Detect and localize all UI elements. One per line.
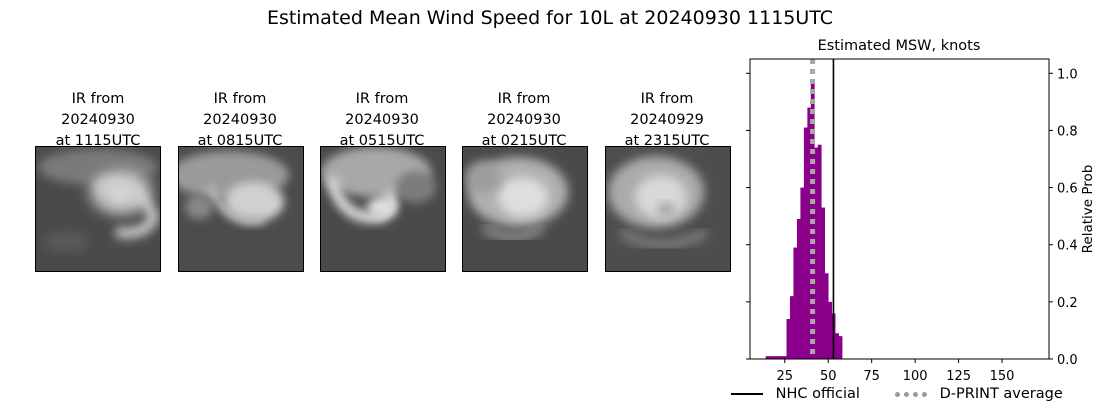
histogram-bar — [789, 296, 794, 359]
ir-panel-2-line1: IR from — [213, 91, 267, 107]
histogram-bar — [786, 319, 791, 359]
x-tick-label: 75 — [863, 369, 880, 384]
legend-nhc-official: NHC official — [731, 386, 860, 402]
x-tick-label: 25 — [776, 369, 793, 384]
histogram-bar — [807, 107, 812, 359]
x-tick-label: 150 — [990, 369, 1015, 384]
chart-title: Estimated MSW, knots — [818, 38, 981, 54]
histogram-bar — [779, 356, 784, 359]
nhc-line-swatch — [731, 393, 763, 395]
histogram-bar — [769, 356, 773, 359]
histogram-bar — [803, 127, 808, 359]
x-tick-label: 125 — [946, 369, 971, 384]
ir-image-3 — [320, 146, 446, 272]
histogram-bar — [776, 356, 780, 359]
dprint-line-swatch — [895, 391, 927, 397]
ir-panel-4-line2: 20240930 — [487, 112, 561, 128]
ir-panel-2-line2: 20240930 — [203, 112, 277, 128]
histogram-bar — [814, 147, 819, 359]
ir-panel-1-line3: at 1115UTC — [55, 133, 141, 149]
histogram-bar — [835, 333, 839, 359]
ir-image-4 — [462, 146, 588, 272]
ir-panel-3-line3: at 0515UTC — [339, 133, 425, 149]
histogram-bar — [800, 187, 805, 359]
ir-panel-title-5: IR from 20240929 at 2315UTC — [587, 89, 747, 152]
histogram-bar — [828, 301, 833, 359]
histogram-bar — [817, 144, 822, 359]
plot-frame — [749, 58, 1050, 360]
ir-panel-title-4: IR from 20240930 at 0215UTC — [444, 89, 604, 152]
ir-panel-4-line3: at 0215UTC — [481, 133, 567, 149]
ir-image-1 — [35, 146, 161, 272]
legend-nhc-label: NHC official — [775, 386, 860, 402]
histogram-bar — [772, 356, 777, 359]
y-tick-label: 0.6 — [1057, 182, 1078, 197]
y-tick-label: 0.0 — [1057, 353, 1078, 368]
x-tick-label: 100 — [903, 369, 928, 384]
y-axis-label: Relative Prob — [1080, 165, 1096, 254]
x-tick-label: 50 — [820, 369, 837, 384]
histogram-bar — [783, 356, 787, 359]
ir-image-2 — [178, 146, 304, 272]
y-tick-label: 1.0 — [1057, 67, 1078, 82]
ir-panel-1-line2: 20240930 — [61, 112, 135, 128]
ir-panel-1-line1: IR from — [71, 91, 125, 107]
y-tick-label: 0.2 — [1057, 296, 1078, 311]
ir-image-5 — [605, 146, 731, 272]
y-tick-label: 0.8 — [1057, 124, 1078, 139]
ir-panel-5-line2: 20240929 — [630, 112, 704, 128]
histogram-bar — [796, 219, 801, 359]
ir-panel-3-line1: IR from — [355, 91, 409, 107]
histogram-bar — [824, 273, 829, 359]
ir-panel-title-2: IR from 20240930 at 0815UTC — [160, 89, 320, 152]
histogram-bar — [765, 356, 770, 359]
figure-title: Estimated Mean Wind Speed for 10L at 202… — [266, 7, 834, 29]
histogram-bar — [838, 336, 843, 359]
histogram-bar — [793, 247, 798, 359]
ir-panel-title-3: IR from 20240930 at 0515UTC — [302, 89, 462, 152]
ir-panel-3-line2: 20240930 — [345, 112, 419, 128]
histogram-bar — [821, 207, 826, 359]
ir-panel-4-line1: IR from — [497, 91, 551, 107]
ir-panel-title-1: IR from 20240930 at 1115UTC — [18, 89, 178, 152]
ir-panel-5-line1: IR from — [640, 91, 694, 107]
ir-panel-5-line3: at 2315UTC — [624, 133, 710, 149]
ir-panel-2-line3: at 0815UTC — [197, 133, 283, 149]
y-tick-label: 0.4 — [1057, 239, 1078, 254]
legend-dprint-label: D-PRINT average — [939, 386, 1063, 402]
legend-dprint-average: D-PRINT average — [895, 386, 1063, 402]
